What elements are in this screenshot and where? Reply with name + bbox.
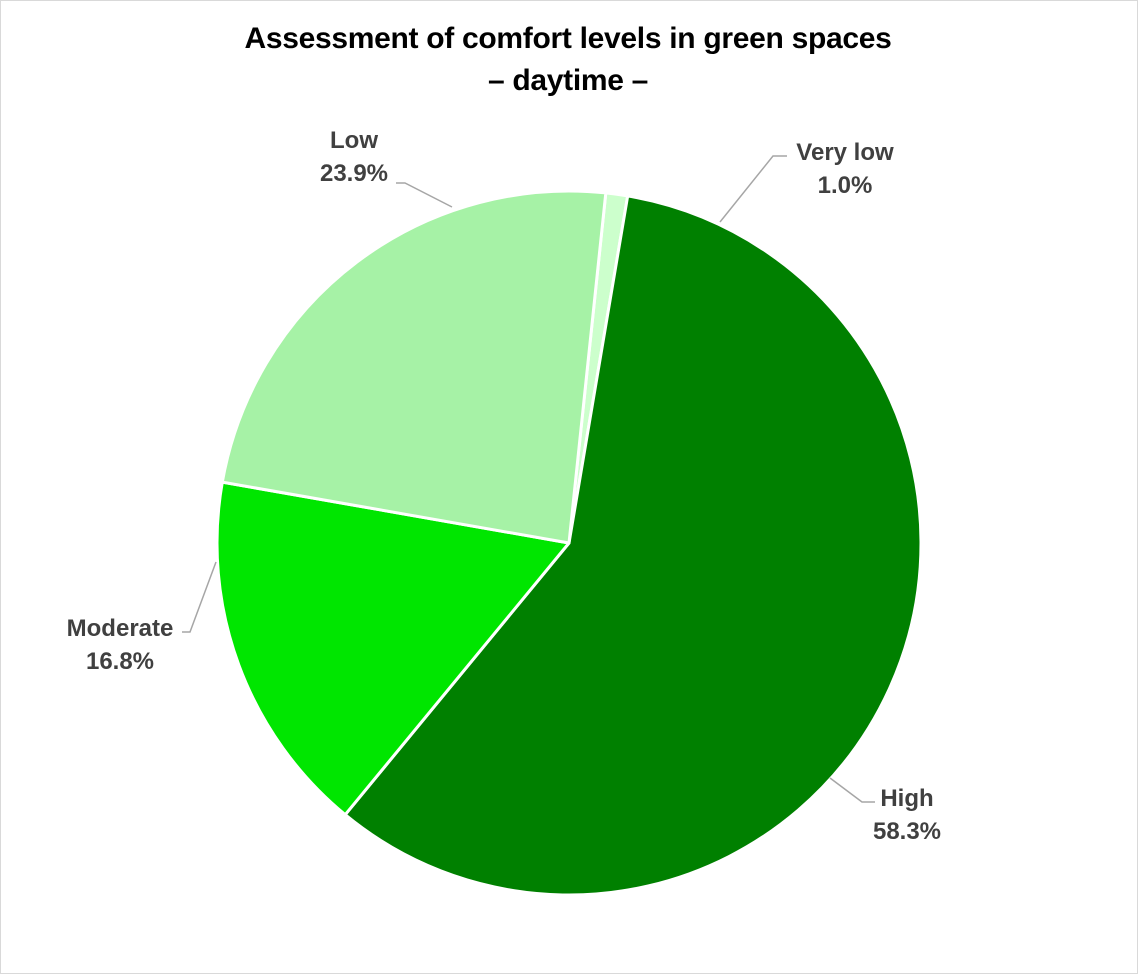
slice-label-name-low: Low (330, 127, 378, 154)
slice-label-value-low: 23.9% (320, 160, 388, 187)
leader-line-very-low (719, 155, 787, 223)
slice-label-name-moderate: Moderate (67, 615, 174, 642)
slice-label-name-high: High (880, 785, 933, 812)
leader-line-high (829, 777, 875, 803)
chart-title-line1: Assessment of comfort levels in green sp… (244, 22, 892, 55)
pie-slices (215, 189, 923, 897)
slice-label-value-high: 58.3% (873, 818, 941, 845)
slice-labels: Very low 1.0% High 58.3% Moderate 16.8% Low 23.… (67, 127, 941, 845)
slice-label-name-very-low: Very low (796, 139, 894, 166)
leader-lines (182, 155, 875, 803)
chart-title: Assessment of comfort levels in green sp… (0, 18, 1136, 102)
slice-label-value-moderate: 16.8% (86, 648, 154, 675)
leader-line-low (396, 182, 453, 208)
chart-title-line2: – daytime – (487, 64, 649, 97)
slice-label-value-very-low: 1.0% (818, 172, 873, 199)
pie-slice-low (220, 189, 608, 545)
leader-line-moderate (182, 561, 217, 633)
pie-slice-moderate (215, 480, 571, 817)
pie-slice-high (343, 194, 923, 897)
